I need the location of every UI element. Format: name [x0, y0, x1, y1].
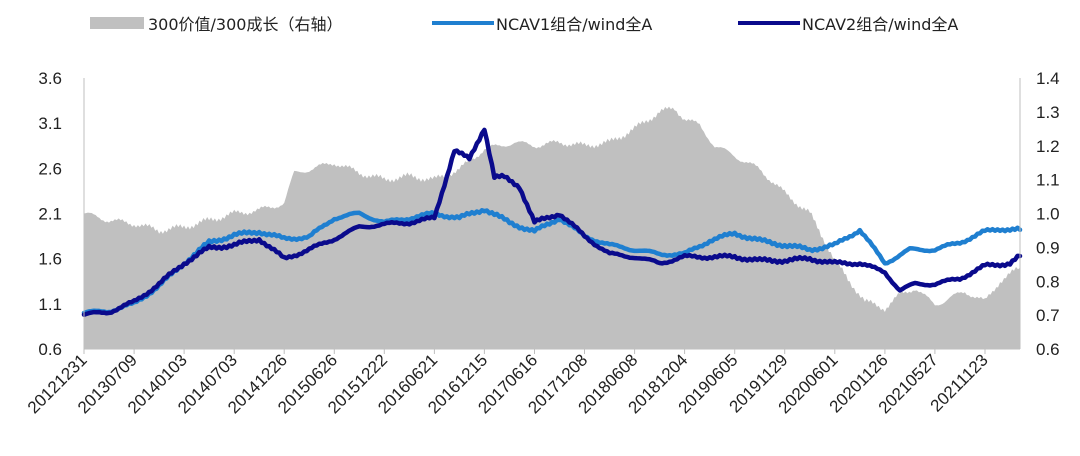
y-right-tick-label: 0.6 — [1036, 340, 1060, 359]
y-left-tick-label: 2.6 — [38, 159, 62, 178]
y-right-tick-label: 0.7 — [1036, 306, 1060, 325]
legend-label-ncav2: NCAV2组合/wind全A — [802, 15, 958, 34]
y-left-tick-label: 0.6 — [38, 340, 62, 359]
y-right-tick-label: 1.1 — [1036, 171, 1060, 190]
y-left-tick-label: 3.1 — [38, 114, 62, 133]
y-left-tick-label: 3.6 — [38, 69, 62, 88]
series-area-ratio — [84, 106, 1020, 349]
y-right-tick-label: 0.8 — [1036, 272, 1060, 291]
legend-label-ratio: 300价值/300成长（右轴） — [148, 15, 342, 34]
y-right-tick-label: 0.9 — [1036, 238, 1060, 257]
y-right-tick-label: 1.2 — [1036, 137, 1060, 156]
y-right-tick-label: 1.0 — [1036, 205, 1060, 224]
legend-swatch-ratio — [90, 17, 144, 29]
y-left-tick-label: 2.1 — [38, 205, 62, 224]
legend: 300价值/300成长（右轴） NCAV1组合/wind全A NCAV2组合/w… — [90, 15, 958, 34]
area-layer — [84, 106, 1020, 349]
y-left-tick-label: 1.1 — [38, 295, 62, 314]
series-line-ncav1 — [81, 208, 1023, 316]
series-line-ncav2 — [81, 127, 1023, 317]
y-left-tick-label: 1.6 — [38, 250, 62, 269]
y-right-tick-label: 1.4 — [1036, 69, 1060, 88]
y-right-tick-label: 1.3 — [1036, 103, 1060, 122]
legend-label-ncav1: NCAV1组合/wind全A — [496, 15, 652, 34]
line-layer — [81, 127, 1023, 317]
